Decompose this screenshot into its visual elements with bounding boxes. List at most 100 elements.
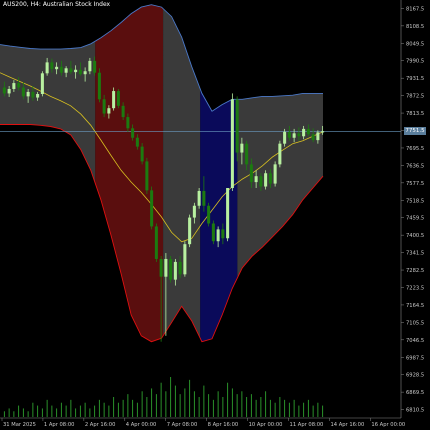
price-tick-label: 6810.5 (406, 408, 424, 414)
bull-candle (26, 91, 30, 97)
time-tick-label: 10 Apr 00:00 (249, 422, 283, 428)
bull-candle (45, 62, 49, 74)
price-tick-label: 7223.5 (406, 285, 424, 291)
bull-candle (107, 108, 111, 114)
price-tick-label: 8167.5 (406, 6, 424, 12)
bull-candle (36, 94, 40, 98)
bear-candle (116, 91, 120, 106)
upper-band-line (0, 4, 323, 112)
bull-candle (302, 128, 306, 137)
zone-gray (0, 41, 96, 184)
price-tick-label: 7282.5 (406, 268, 424, 274)
bear-candle (97, 72, 101, 100)
price-tick-label: 7518.5 (406, 198, 424, 204)
bear-candle (145, 161, 149, 191)
bear-candle (178, 261, 182, 275)
zone-navy (200, 89, 238, 342)
bear-candle (21, 87, 25, 97)
price-tick-label: 7105.5 (406, 320, 424, 326)
bull-candle (40, 73, 44, 95)
price-tick-label: 7459.5 (406, 216, 424, 222)
bull-candle (283, 131, 287, 144)
bull-candle (316, 132, 320, 141)
bull-candle (7, 88, 11, 94)
time-tick-label: 1 Apr 08:00 (44, 422, 75, 428)
time-axis[interactable]: 31 Mar 2025 1 Apr 08:00 2 Apr 16:00 4 Apr 0… (0, 417, 405, 428)
price-tick-label: 7872.5 (406, 94, 424, 100)
price-axis[interactable]: 8167.5 8108.5 8049.5 7990.5 7931.5 7872.5 7813… (400, 0, 424, 418)
time-tick-label: 4 Apr 00:00 (126, 422, 157, 428)
midline (0, 72, 324, 243)
bull-candle (197, 190, 201, 206)
price-tick-label: 7931.5 (406, 76, 424, 82)
bear-candle (207, 205, 211, 224)
price-tick-label: 7341.5 (406, 251, 424, 257)
bull-candle (226, 188, 230, 239)
bear-candle (17, 83, 21, 88)
bear-candle (297, 133, 301, 137)
time-tick-label: 11 Apr 08:00 (290, 422, 324, 428)
price-tick-label: 7400.5 (406, 233, 424, 239)
bear-candle (211, 223, 215, 242)
zone-gray (237, 93, 323, 278)
bear-candle (102, 99, 106, 114)
time-tick-label: 7 Apr 08:00 (167, 422, 198, 428)
bear-candle (311, 134, 315, 141)
price-tick-label: 7577.5 (406, 181, 424, 187)
price-tick-label: 8108.5 (406, 24, 424, 30)
bull-candle (88, 60, 92, 72)
bull-candle (230, 99, 234, 189)
bull-candle (183, 244, 187, 275)
bear-candle (59, 66, 63, 73)
price-tick-label: 7813.5 (406, 111, 424, 117)
bear-candle (93, 60, 97, 73)
bull-candle (192, 205, 196, 218)
bull-candle (55, 66, 59, 70)
price-tick-label: 7164.5 (406, 303, 424, 309)
time-tick-label: 16 Apr 00:00 (371, 422, 405, 428)
bear-candle (140, 146, 144, 162)
price-tick-label: 7046.5 (406, 338, 424, 344)
price-tick-label: 6869.5 (406, 390, 424, 396)
bear-candle (306, 128, 310, 135)
price-tick-label: 7695.5 (406, 146, 424, 152)
bull-candle (321, 131, 325, 133)
bear-candle (169, 258, 173, 280)
bear-candle (287, 131, 291, 138)
bull-candle (164, 258, 168, 277)
bull-candle (240, 143, 244, 153)
bull-candle (292, 133, 296, 138)
bear-candle (202, 190, 206, 206)
bear-candle (159, 258, 163, 277)
bull-candle (64, 68, 68, 73)
price-tick-label: 6928.5 (406, 373, 424, 379)
bear-candle (245, 143, 249, 165)
zone-gray (163, 8, 201, 339)
bull-candle (273, 164, 277, 184)
time-tick-label: 2 Apr 16:00 (85, 422, 116, 428)
bull-candle (112, 91, 116, 109)
time-tick-label: 31 Mar 2025 (3, 422, 36, 428)
time-tick-label: 14 Apr 16:00 (330, 422, 364, 428)
zone-red (95, 4, 164, 342)
price-tick-label: 6987.5 (406, 355, 424, 361)
price-tick-label: 7990.5 (406, 59, 424, 65)
volume-bars (3, 377, 324, 417)
bull-candle (188, 217, 192, 245)
bull-candle (173, 261, 177, 280)
bear-candle (2, 87, 6, 94)
bull-candle (254, 176, 258, 183)
time-tick-label: 8 Apr 16:00 (208, 422, 239, 428)
bear-candle (150, 190, 154, 227)
bear-candle (121, 105, 125, 118)
bull-candle (12, 83, 16, 89)
bear-candle (268, 173, 272, 184)
bear-candle (131, 128, 135, 138)
candlesticks (2, 56, 325, 342)
bear-candle (135, 137, 139, 147)
bull-candle (83, 71, 87, 75)
bear-candle (126, 117, 130, 129)
bear-candle (78, 69, 82, 75)
bull-candle (216, 229, 220, 242)
